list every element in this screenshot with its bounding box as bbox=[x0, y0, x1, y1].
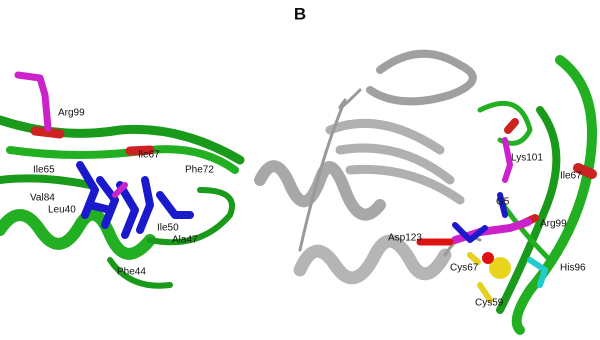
residue-label: Leu40 bbox=[48, 205, 76, 216]
residue-label: Phe72 bbox=[185, 165, 214, 176]
helix bbox=[0, 208, 156, 260]
residue-label: Lys101 bbox=[511, 153, 543, 164]
side-chain bbox=[112, 182, 128, 198]
residue-label: Cys67 bbox=[450, 263, 479, 274]
side-chain bbox=[502, 137, 513, 183]
left-structure bbox=[0, 71, 245, 289]
side-chains bbox=[76, 161, 194, 239]
residue-label: Arg99 bbox=[58, 108, 85, 119]
highlight bbox=[30, 126, 65, 139]
atom bbox=[482, 252, 494, 264]
right-structure bbox=[254, 49, 597, 335]
loop bbox=[147, 187, 235, 246]
side-chain bbox=[14, 71, 52, 132]
strand bbox=[511, 55, 597, 335]
loop bbox=[107, 257, 173, 289]
highlight bbox=[573, 163, 597, 179]
side-chain bbox=[527, 257, 548, 288]
helix bbox=[254, 160, 386, 221]
residue-label: His96 bbox=[560, 263, 586, 274]
helix bbox=[293, 234, 452, 285]
side-chain bbox=[467, 252, 493, 303]
sheet bbox=[325, 118, 465, 205]
residue-label: Ile50 bbox=[157, 223, 179, 234]
residue-label: Ala47 bbox=[172, 235, 198, 246]
helix bbox=[366, 49, 477, 106]
residue-label: Cys59 bbox=[475, 298, 504, 309]
residue-label: G5 bbox=[496, 197, 510, 208]
residue-label: Ile67 bbox=[138, 150, 160, 161]
residue-label: Arg99 bbox=[540, 219, 567, 230]
residue-label: Ile67 bbox=[560, 171, 582, 182]
highlight bbox=[125, 145, 155, 156]
residue-label: Val84 bbox=[30, 193, 55, 204]
strand bbox=[0, 174, 94, 189]
strand bbox=[496, 106, 561, 314]
residue-label: Asp123 bbox=[388, 233, 422, 244]
atom bbox=[489, 257, 511, 279]
ligand-part bbox=[452, 192, 508, 243]
residue-label: Ile65 bbox=[33, 165, 55, 176]
panel-label: B bbox=[294, 4, 306, 23]
residue-label: Phe44 bbox=[117, 267, 146, 278]
